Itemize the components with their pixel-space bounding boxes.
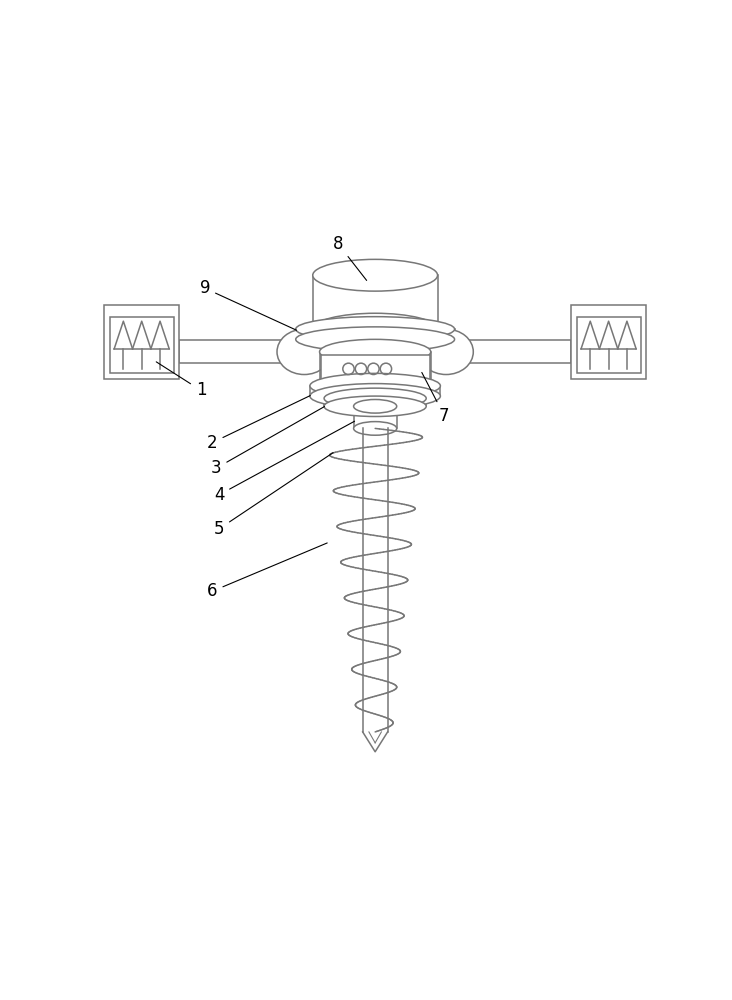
- Bar: [455, 340, 571, 363]
- Bar: [571, 305, 646, 379]
- Ellipse shape: [324, 388, 426, 409]
- Bar: [179, 340, 296, 363]
- Ellipse shape: [296, 317, 455, 342]
- Bar: [321, 355, 430, 383]
- Ellipse shape: [277, 329, 332, 375]
- Text: 8: 8: [333, 235, 367, 280]
- Text: 6: 6: [207, 543, 327, 600]
- Ellipse shape: [310, 384, 441, 409]
- Ellipse shape: [313, 313, 438, 345]
- Text: 9: 9: [200, 279, 296, 330]
- Text: 3: 3: [211, 407, 324, 477]
- Text: 4: 4: [214, 421, 354, 504]
- Ellipse shape: [320, 339, 430, 364]
- Ellipse shape: [354, 399, 397, 413]
- Ellipse shape: [296, 327, 455, 352]
- Ellipse shape: [419, 329, 474, 375]
- Text: 1: 1: [156, 362, 206, 399]
- Bar: [104, 305, 179, 379]
- Ellipse shape: [310, 373, 441, 398]
- Text: 5: 5: [214, 453, 333, 538]
- Bar: [577, 317, 640, 373]
- Text: 7: 7: [422, 372, 449, 425]
- Ellipse shape: [313, 259, 438, 291]
- Ellipse shape: [354, 422, 397, 435]
- Text: 2: 2: [207, 396, 310, 452]
- Ellipse shape: [324, 396, 426, 417]
- Ellipse shape: [320, 373, 430, 398]
- Bar: [110, 317, 173, 373]
